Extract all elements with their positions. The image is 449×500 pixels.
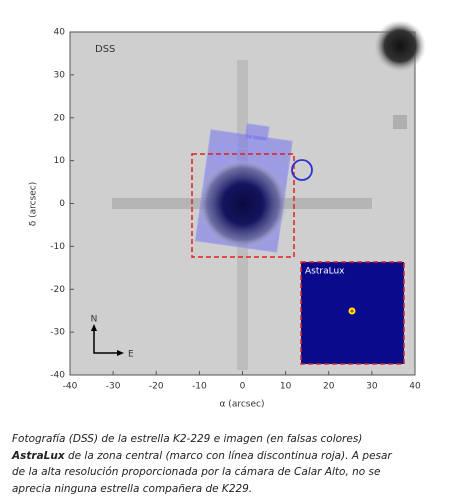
inset-star-core (350, 309, 354, 313)
y-tick-label: 10 (54, 156, 66, 166)
y-tick-label: 0 (59, 199, 65, 209)
x-axis-label: α (arcsec) (220, 400, 265, 410)
caption-line: Fotografía (DSS) de la estrella K2-229 e… (12, 431, 442, 448)
y-tick-label: -10 (50, 242, 65, 252)
bright-star (374, 20, 426, 72)
figure: DSS AstraLux N E α (arcsec) δ (arcsec) -… (29, 20, 426, 410)
label-east: E (128, 350, 134, 360)
y-tick-label: 30 (54, 70, 66, 80)
y-tick-label: -30 (50, 328, 65, 338)
compass (93, 328, 120, 354)
x-tick-label: 10 (280, 382, 292, 392)
y-axis-label: δ (arcsec) (29, 182, 39, 227)
y-tick-label: -20 (50, 285, 65, 295)
caption: Fotografía (DSS) de la estrella K2-229 e… (12, 431, 442, 497)
caption-text: de la zona central (marco con línea disc… (64, 449, 392, 462)
x-tick-label: -30 (106, 382, 121, 392)
zoom-frame (191, 153, 295, 258)
x-tick-label: 40 (409, 382, 421, 392)
compass-arrows (91, 324, 124, 356)
x-tick-label: 20 (323, 382, 335, 392)
x-tick-label: 30 (366, 382, 378, 392)
label-astralux: AstraLux (305, 267, 345, 277)
caption-line: aprecia ninguna estrella compañera de K2… (12, 481, 442, 498)
label-north: N (91, 315, 98, 325)
y-tick-label: 20 (54, 113, 66, 123)
faint-source (393, 115, 407, 129)
marker-circle (291, 159, 313, 181)
caption-bold: AstraLux (12, 449, 65, 462)
caption-line: de la alta resolución proporcionada por … (12, 464, 442, 481)
caption-text: Fotografía (DSS) de la estrella K2-229 e… (12, 433, 363, 445)
x-tick-label: 0 (240, 382, 246, 392)
caption-text: de la alta resolución proporcionada por … (12, 466, 381, 478)
x-tick-label: -40 (63, 382, 78, 392)
caption-line: AstraLux de la zona central (marco con l… (12, 448, 442, 465)
y-tick-label: -40 (50, 371, 65, 381)
target-star (198, 159, 288, 249)
x-tick-label: -10 (192, 382, 207, 392)
x-tick-label: -20 (149, 382, 164, 392)
label-dss: DSS (95, 44, 115, 55)
caption-text: aprecia ninguna estrella compañera de K2… (12, 482, 253, 495)
y-tick-label: 40 (54, 28, 66, 38)
